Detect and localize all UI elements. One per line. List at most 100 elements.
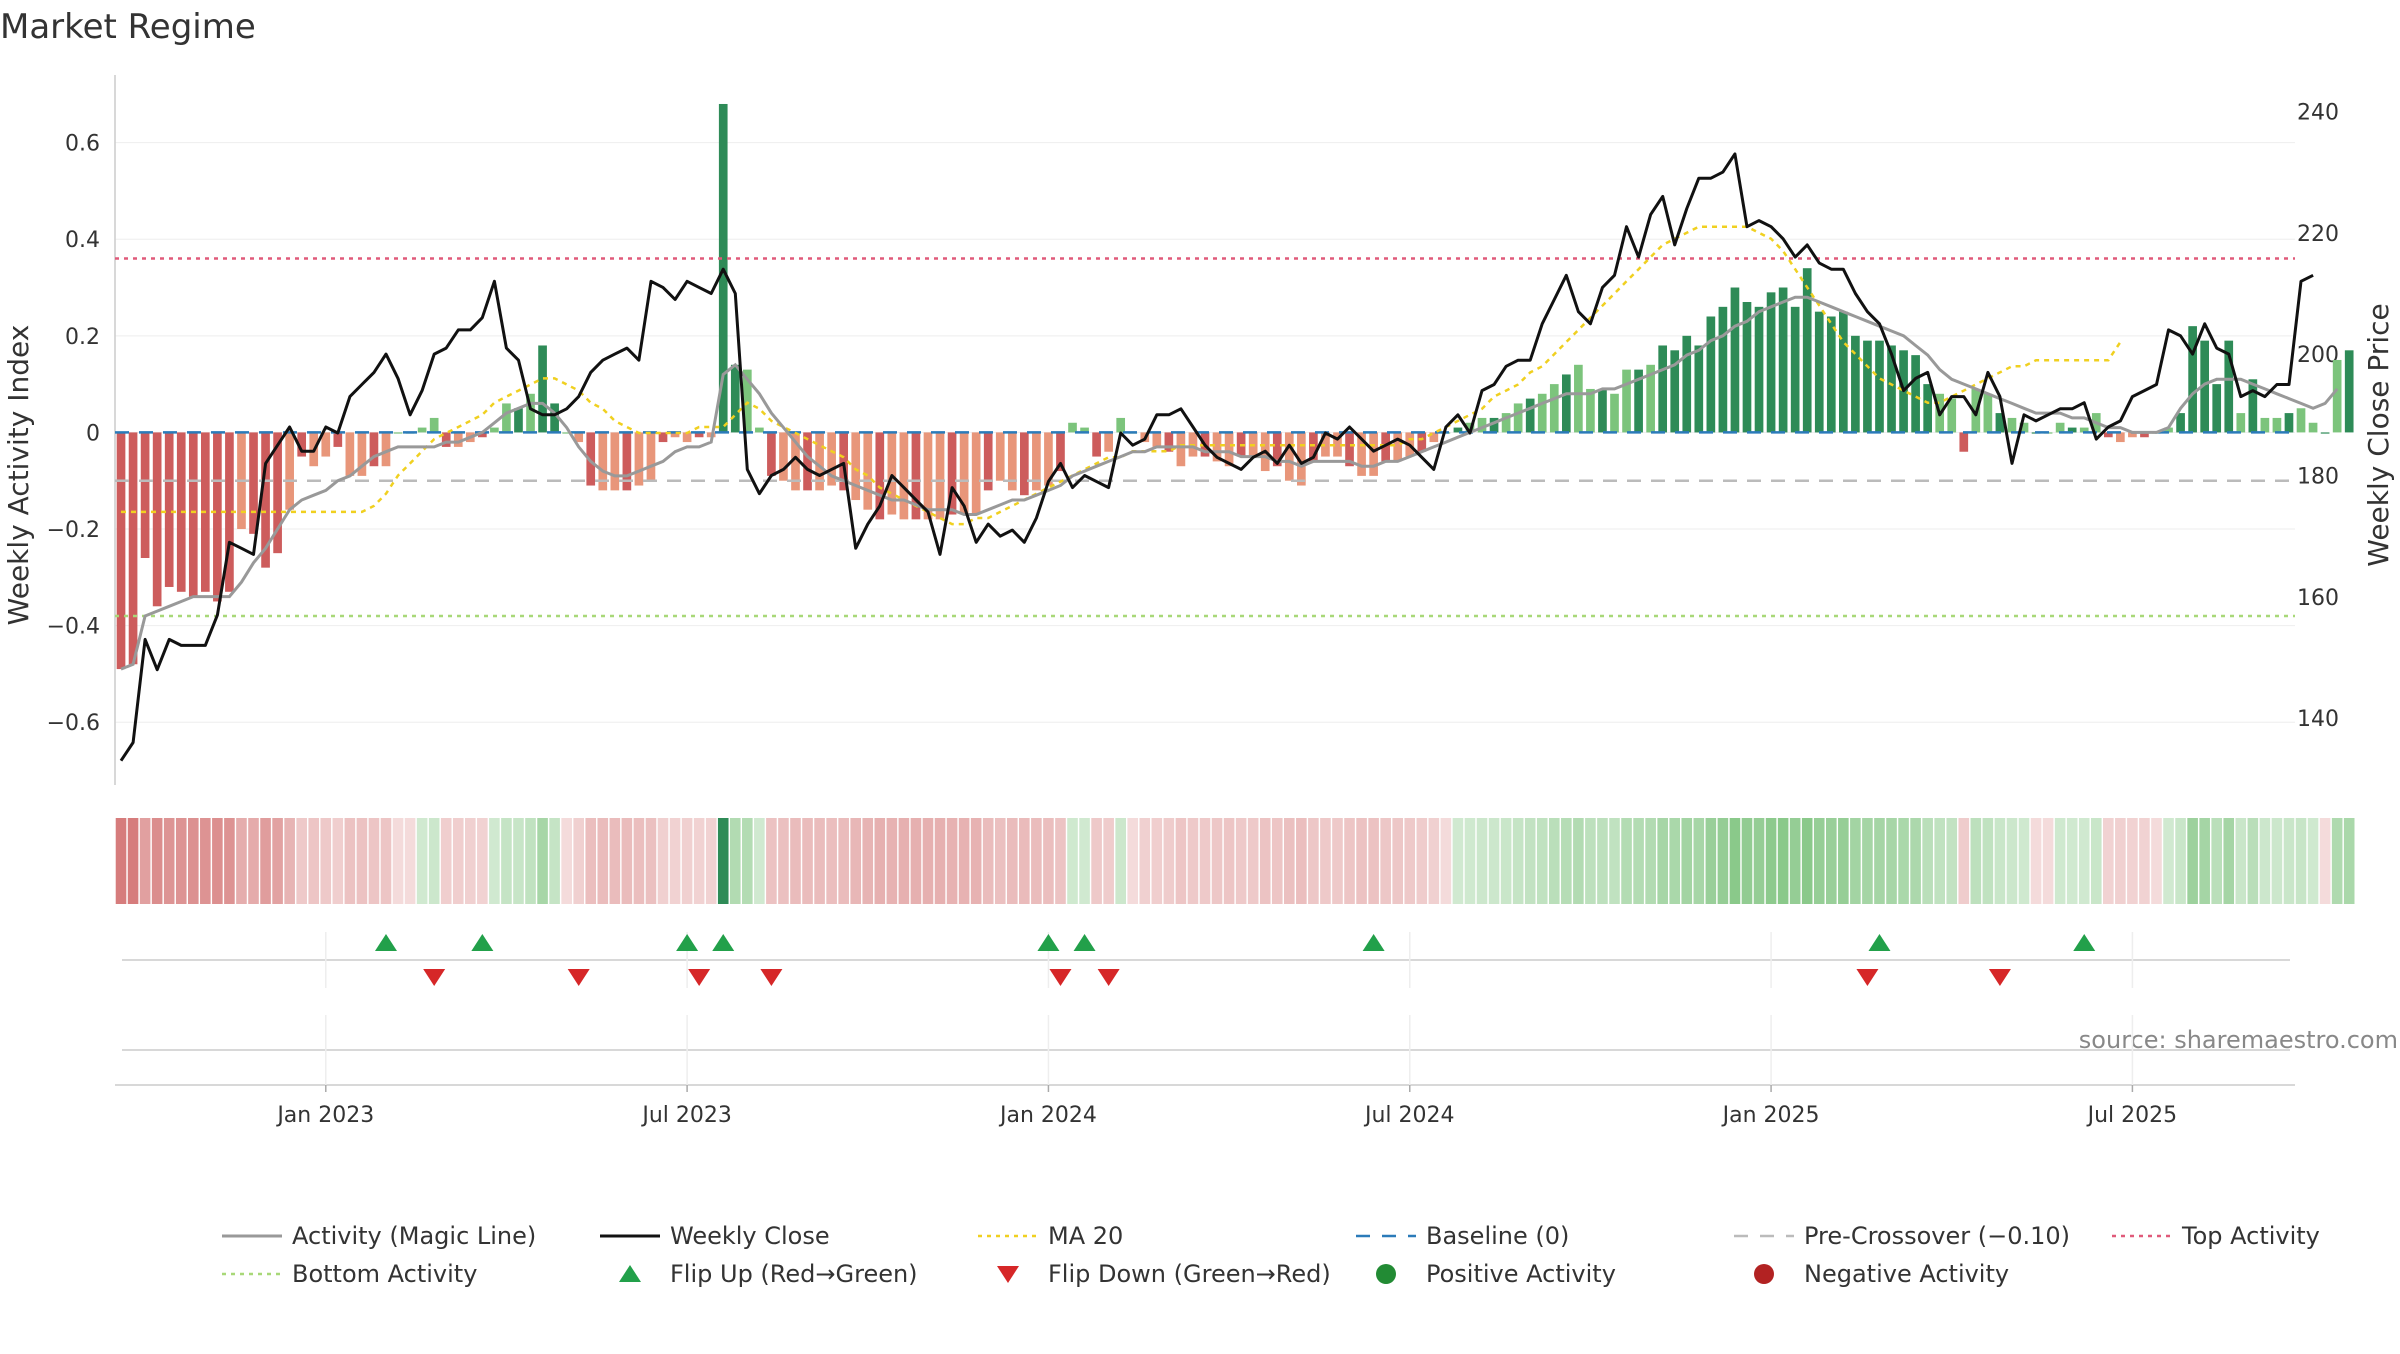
regime-cell — [597, 818, 609, 904]
activity-bar — [1417, 432, 1427, 452]
regime-cell — [1416, 818, 1428, 904]
activity-bar — [1826, 316, 1836, 433]
regime-cell — [501, 818, 512, 904]
activity-bar — [839, 432, 849, 491]
regime-cell — [705, 818, 717, 904]
regime-cell — [1151, 818, 1163, 904]
regime-cell — [1187, 818, 1199, 904]
activity-bar — [538, 345, 547, 433]
activity-bar — [261, 432, 270, 568]
activity-bar — [1104, 432, 1113, 452]
activity-bar — [2296, 408, 2306, 433]
regime-cell — [356, 818, 368, 904]
regime-cell — [1524, 818, 1536, 904]
activity-bar — [1658, 345, 1668, 433]
regime-cell — [1175, 818, 1187, 904]
activity-bar — [1622, 369, 1631, 433]
regime-cell — [1284, 818, 1295, 904]
regime-cell — [224, 818, 235, 904]
regime-cell — [910, 818, 922, 904]
regime-cell — [1886, 818, 1897, 904]
regime-cell — [2103, 818, 2114, 904]
activity-bar — [2224, 340, 2234, 433]
regime-cell — [1043, 818, 1054, 904]
activity-bar — [1682, 335, 1692, 433]
activity-bar — [2164, 427, 2173, 433]
activity-bar — [188, 432, 198, 597]
regime-cell — [790, 818, 801, 904]
regime-cell — [838, 818, 849, 904]
regime-cell — [657, 818, 669, 904]
regime-cell — [1765, 818, 1777, 904]
activity-bar — [1369, 432, 1378, 476]
activity-bar — [333, 432, 343, 447]
activity-bar — [1814, 311, 1824, 433]
regime-cell — [994, 818, 1006, 904]
regime-cell — [802, 818, 813, 904]
regime-cell — [392, 818, 404, 904]
activity-bar — [381, 432, 391, 467]
activity-bar — [502, 403, 511, 433]
activity-bar — [983, 432, 993, 491]
activity-bar — [1574, 364, 1583, 433]
activity-bar — [1790, 306, 1800, 433]
flip-up-marker — [471, 934, 494, 951]
regime-cell — [1392, 818, 1404, 904]
regime-cell — [296, 818, 307, 904]
activity-bar — [779, 432, 788, 481]
regime-cell — [416, 818, 428, 904]
x-tick-label: Jul 2023 — [640, 1103, 732, 1128]
flip-up-marker — [1037, 934, 1060, 951]
y-left-tick-label: 0.6 — [65, 132, 100, 157]
activity-bar — [586, 432, 596, 486]
regime-cell — [946, 818, 958, 904]
regime-cell — [332, 818, 344, 904]
legend-item: Flip Up (Red→Green) — [619, 1260, 918, 1288]
activity-bar — [767, 432, 776, 476]
regime-cell — [1031, 818, 1042, 904]
activity-bar — [2007, 417, 2017, 433]
regime-cell — [1705, 818, 1717, 904]
flip-down-marker — [688, 969, 711, 986]
regime-cell — [465, 818, 476, 904]
regime-cell — [1862, 818, 1873, 904]
regime-cell — [826, 818, 837, 904]
regime-cell — [344, 818, 356, 904]
legend-swatch-dot — [1376, 1264, 1396, 1284]
activity-bar — [1032, 432, 1041, 491]
regime-cell — [1476, 818, 1488, 904]
flip-up-marker — [374, 934, 397, 951]
activity-bar — [935, 432, 945, 520]
activity-bar — [2079, 427, 2089, 433]
regime-cell — [1247, 818, 1259, 904]
legend-label: Weekly Close — [670, 1222, 830, 1250]
activity-bar — [393, 432, 403, 434]
regime-cell — [1789, 818, 1801, 904]
activity-bar — [1802, 268, 1812, 433]
regime-cell — [187, 818, 199, 904]
activity-bar — [1706, 316, 1716, 433]
activity-bar — [574, 432, 584, 443]
activity-bar — [1742, 302, 1752, 433]
activity-bar — [1309, 432, 1318, 462]
activity-bar — [923, 432, 933, 520]
regime-cell — [404, 818, 416, 904]
legend-label: Pre-Crossover (−0.10) — [1804, 1222, 2070, 1250]
regime-strip — [115, 818, 2355, 904]
activity-bar — [478, 432, 487, 438]
regime-cell — [1380, 818, 1391, 904]
regime-cell — [609, 818, 621, 904]
activity-bar — [1333, 432, 1342, 457]
activity-bar — [730, 364, 740, 433]
activity-bar — [1598, 388, 1607, 433]
legend-label: Baseline (0) — [1426, 1222, 1569, 1250]
activity-bar — [441, 432, 451, 447]
regime-cell — [561, 818, 572, 904]
regime-cell — [2319, 818, 2331, 904]
activity-bar — [2019, 422, 2029, 433]
flip-down-marker — [1988, 969, 2011, 986]
regime-cell — [1139, 818, 1151, 904]
activity-bar — [1345, 432, 1354, 467]
legend-label: Bottom Activity — [292, 1260, 477, 1288]
activity-bar — [2103, 432, 2113, 438]
